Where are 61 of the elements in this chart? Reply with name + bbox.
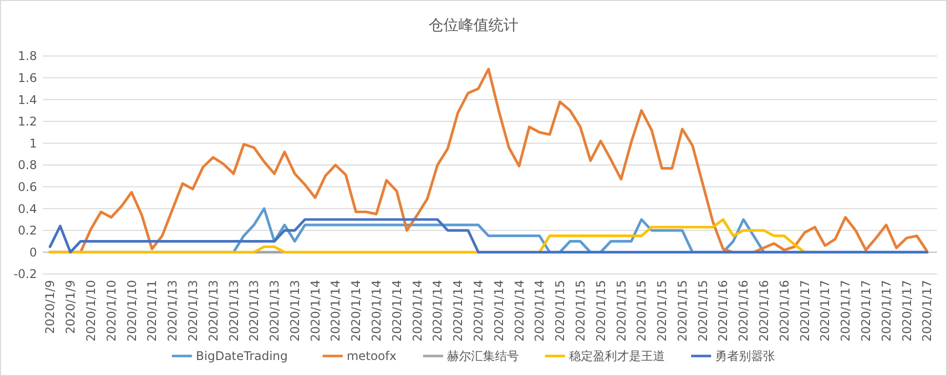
x-tick-label: 2020/1/15 [594,280,608,342]
x-tick-label: 2020/1/13 [268,280,282,342]
y-tick-label: 1 [29,136,37,150]
y-tick-label: 1.8 [18,49,37,64]
y-tick-label: 1.4 [18,92,37,107]
legend-label: 赫尔汇集结号 [447,349,520,364]
x-tick-label: 2020/1/17 [879,280,894,342]
x-tick-label: 2020/1/13 [166,280,180,342]
x-tick-label: 2020/1/17 [818,280,832,342]
y-tick-label: 0.4 [18,202,37,216]
x-tick-label: 2020/1/10 [84,280,98,342]
x-tick-label: 2020/1/15 [614,280,628,342]
x-tick-label: 2020/1/14 [349,280,364,342]
x-tick-label: 2020/1/16 [736,280,751,342]
x-tick-label: 2020/1/14 [328,280,343,342]
x-tick-label: 2020/1/14 [532,280,547,342]
x-tick-label: 2020/1/15 [675,280,690,342]
chart-title: 仓位峰值统计 [428,16,518,34]
y-tick-label: 0 [29,245,37,260]
x-tick-label: 2020/1/13 [206,280,220,342]
x-tick-label: 2020/1/13 [186,280,200,342]
x-tick-label: 2020/1/14 [370,280,384,342]
y-tick-label: 0.2 [18,224,37,238]
legend-label: 稳定盈利才是王道 [569,349,666,364]
x-tick-label: 2020/1/11 [145,280,160,342]
legend-label: metoofx [346,349,396,364]
x-tick-label: 2020/1/14 [430,280,445,342]
x-tick-label: 2020/1/10 [104,280,118,342]
x-tick-label: 2020/1/14 [390,280,404,342]
x-tick-label: 2020/1/14 [308,280,322,342]
legend-label: 勇者别嚣张 [715,349,776,364]
y-tick-label: 1.6 [18,71,37,85]
x-tick-label: 2020/1/17 [900,280,914,342]
x-tick-label: 2020/1/15 [634,280,649,342]
legend-label: BigDateTrading [196,349,288,364]
x-tick-label: 2020/1/16 [757,280,772,342]
x-tick-label: 2020/1/14 [410,280,424,342]
y-tick-label: 0.8 [18,158,37,172]
x-tick-label: 2020/1/14 [451,280,466,342]
y-tick-label: 1.2 [18,114,37,129]
x-tick-label: 2020/1/14 [472,280,486,342]
x-tick-label: 2020/1/17 [859,280,874,342]
x-tick-label: 2020/1/13 [288,280,302,342]
x-tick-label: 2020/1/13 [247,280,262,342]
x-tick-label: 2020/1/17 [838,280,853,342]
y-tick-label: 0.6 [18,180,37,194]
x-tick-label: 2020/1/13 [226,280,241,342]
x-tick-label: 2020/1/17 [920,280,934,342]
x-tick-label: 2020/1/15 [655,280,670,342]
x-tick-label: 2020/1/14 [512,280,526,342]
x-tick-label: 2020/1/14 [492,280,506,342]
x-tick-label: 2020/1/10 [124,280,139,342]
x-tick-label: 2020/1/16 [777,280,792,342]
x-tick-label: 2020/1/15 [696,280,710,342]
x-tick-label: 2020/1/15 [553,280,568,342]
x-tick-label: 2020/1/15 [573,280,588,342]
y-tick-label: -0.2 [14,267,37,282]
x-tick-label: 2020/1/16 [716,280,730,342]
x-tick-label: 2020/1/9 [64,280,78,334]
x-tick-label: 2020/1/9 [43,280,58,334]
x-tick-label: 2020/1/17 [798,280,812,342]
